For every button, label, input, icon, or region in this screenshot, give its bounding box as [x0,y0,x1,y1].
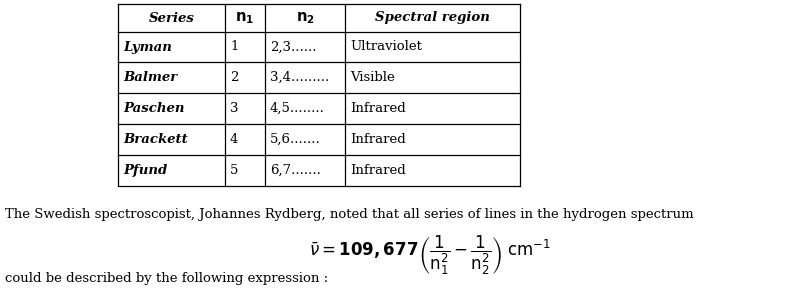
Text: Spectral region: Spectral region [375,11,490,25]
Text: 2: 2 [230,71,238,84]
Text: Series: Series [149,11,194,25]
Text: Visible: Visible [350,71,395,84]
Text: 5: 5 [230,164,238,177]
Text: 6,7.......: 6,7....... [270,164,321,177]
Text: Infrared: Infrared [350,164,406,177]
Text: 4,5........: 4,5........ [270,102,325,115]
Text: Balmer: Balmer [123,71,177,84]
Text: Infrared: Infrared [350,102,406,115]
Text: 2,3......: 2,3...... [270,40,316,53]
Text: Pfund: Pfund [123,164,167,177]
Text: $\bar{\nu}=\mathbf{109,677}\left(\dfrac{1}{\mathrm{n}_1^2}-\dfrac{1}{\mathrm{n}_: $\bar{\nu}=\mathbf{109,677}\left(\dfrac{… [309,233,551,277]
Text: could be described by the following expression :: could be described by the following expr… [5,272,328,285]
Text: Brackett: Brackett [123,133,188,146]
Text: 4: 4 [230,133,238,146]
Text: Ultraviolet: Ultraviolet [350,40,422,53]
Text: Infrared: Infrared [350,133,406,146]
Text: 3,4.........: 3,4......... [270,71,329,84]
Text: Lyman: Lyman [123,40,172,53]
Text: $\mathbf{n_2}$: $\mathbf{n_2}$ [296,10,314,26]
Text: 3: 3 [230,102,238,115]
Text: 5,6.......: 5,6....... [270,133,320,146]
Text: The Swedish spectroscopist, Johannes Rydberg, noted that all series of lines in : The Swedish spectroscopist, Johannes Ryd… [5,208,694,221]
Text: 1: 1 [230,40,238,53]
Text: $\mathbf{n_1}$: $\mathbf{n_1}$ [236,10,255,26]
Text: Paschen: Paschen [123,102,185,115]
